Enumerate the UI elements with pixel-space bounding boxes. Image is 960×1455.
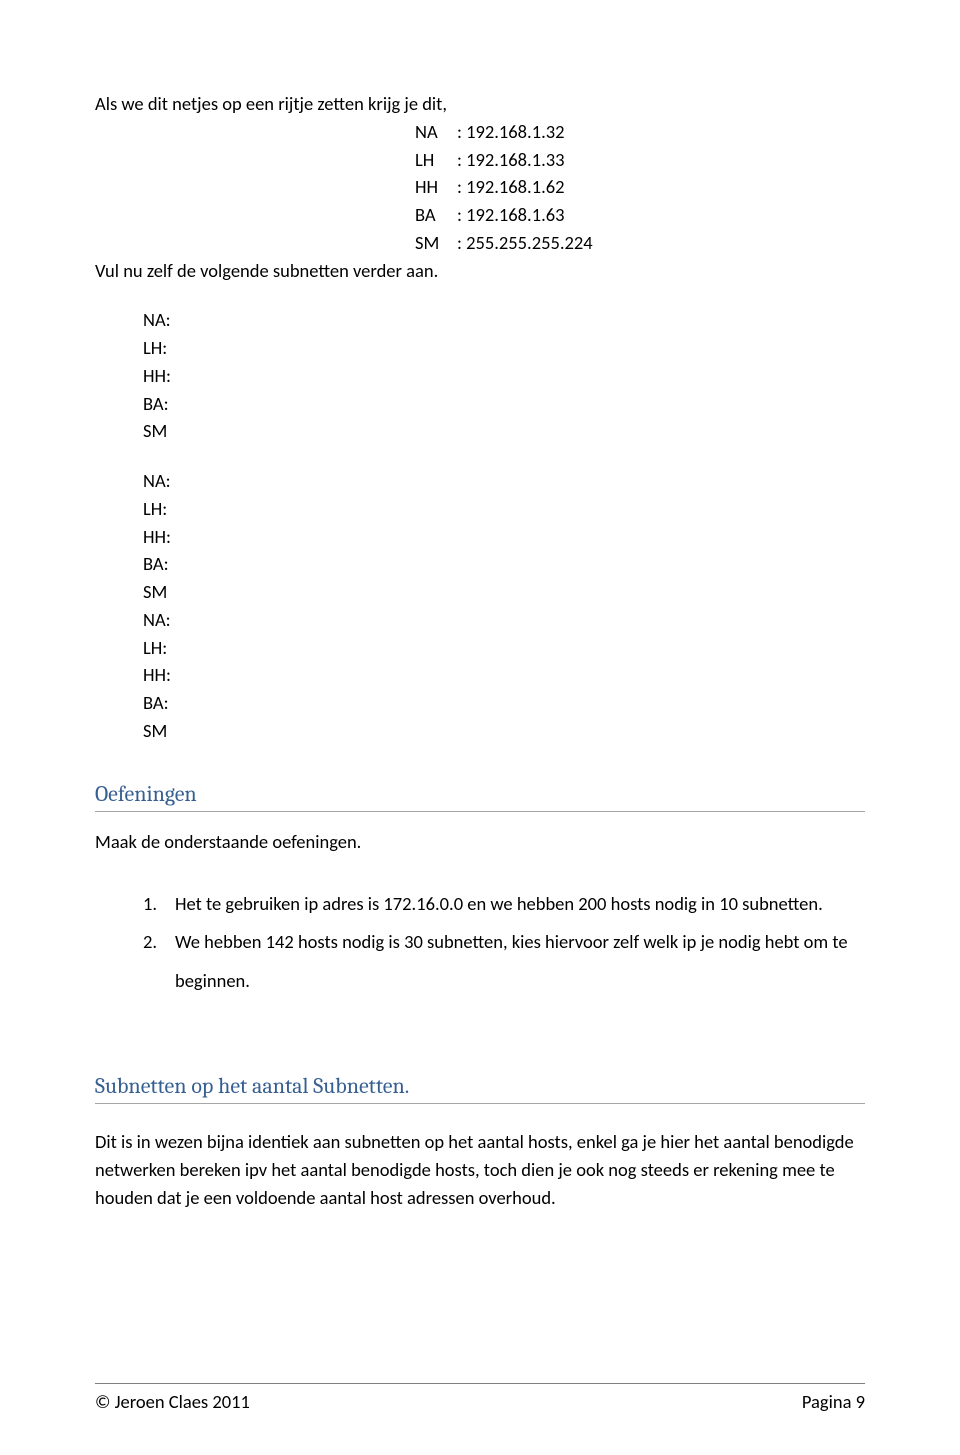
footer-right: Pagina 9 [802,1390,865,1413]
blank-line: SM [143,578,865,606]
blank-line: HH: [143,661,865,689]
heading-subnetten: Subnetten op het aantal Subnetten. [95,1073,865,1104]
exercise-text: Het te gebruiken ip adres is 172.16.0.0 … [175,885,865,924]
exercise-list: 1. Het te gebruiken ip adres is 172.16.0… [95,885,865,1002]
blank-line: HH: [143,523,865,551]
address-rows: NA : 192.168.1.32 LH : 192.168.1.33 HH :… [95,118,865,257]
blank-line: LH: [143,334,865,362]
exercise-number: 1. [143,885,175,924]
blank-line: SM [143,717,865,745]
blank-line: SM [143,417,865,445]
blank-line: NA: [143,606,865,634]
value: : 192.168.1.62 [457,173,565,201]
value: : 255.255.255.224 [457,229,593,257]
blank-line: LH: [143,634,865,662]
blank-line: LH: [143,495,865,523]
body-paragraph: Dit is in wezen bijna identiek aan subne… [95,1128,865,1211]
page-footer: © Jeroen Claes 2011 Pagina 9 [95,1383,865,1413]
intro-text: Als we dit netjes op een rijtje zetten k… [95,90,865,118]
exercise-intro: Maak de onderstaande oefeningen. [95,830,865,853]
value: : 192.168.1.32 [457,118,565,146]
row-lh: LH : 192.168.1.33 [95,146,865,174]
label: SM [95,229,457,257]
blank-line: BA: [143,390,865,418]
heading-oefeningen: Oefeningen [95,781,865,812]
footer-left: © Jeroen Claes 2011 [95,1390,250,1413]
exercise-text: We hebben 142 hosts nodig is 30 subnette… [175,923,865,1001]
page: Als we dit netjes op een rijtje zetten k… [0,0,960,1455]
label: BA [95,201,457,229]
exercise-item: 2. We hebben 142 hosts nodig is 30 subne… [143,923,865,1001]
value: : 192.168.1.33 [457,146,565,174]
row-hh: HH : 192.168.1.62 [95,173,865,201]
blank-block-1: NA: LH: HH: BA: SM [95,306,865,445]
blank-line: BA: [143,550,865,578]
blank-line: HH: [143,362,865,390]
value: : 192.168.1.63 [457,201,565,229]
label: LH [95,146,457,174]
label: HH [95,173,457,201]
blank-line: BA: [143,689,865,717]
blank-block-2: NA: LH: HH: BA: SM NA: LH: HH: BA: SM [95,467,865,745]
exercise-item: 1. Het te gebruiken ip adres is 172.16.0… [143,885,865,924]
blank-line: NA: [143,306,865,334]
row-sm: SM : 255.255.255.224 [95,229,865,257]
row-na: NA : 192.168.1.32 [95,118,865,146]
fillin-instruction: Vul nu zelf de volgende subnetten verder… [95,257,865,285]
row-ba: BA : 192.168.1.63 [95,201,865,229]
blank-line: NA: [143,467,865,495]
exercise-number: 2. [143,923,175,1001]
label: NA [95,118,457,146]
